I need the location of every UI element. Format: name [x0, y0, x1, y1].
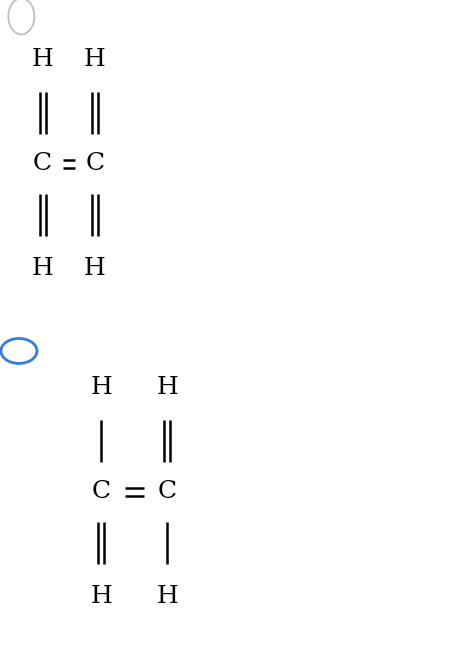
Text: H: H — [90, 375, 112, 399]
Text: C: C — [91, 480, 111, 504]
Bar — [38, 328, 313, 656]
Text: H: H — [84, 47, 106, 71]
Text: H: H — [90, 585, 112, 609]
Text: C: C — [33, 152, 52, 176]
Text: H: H — [156, 585, 178, 609]
Text: H: H — [156, 375, 178, 399]
Text: H: H — [84, 257, 106, 281]
Text: H: H — [32, 257, 54, 281]
Text: C: C — [157, 480, 177, 504]
Text: H: H — [32, 47, 54, 71]
Text: C: C — [85, 152, 104, 176]
